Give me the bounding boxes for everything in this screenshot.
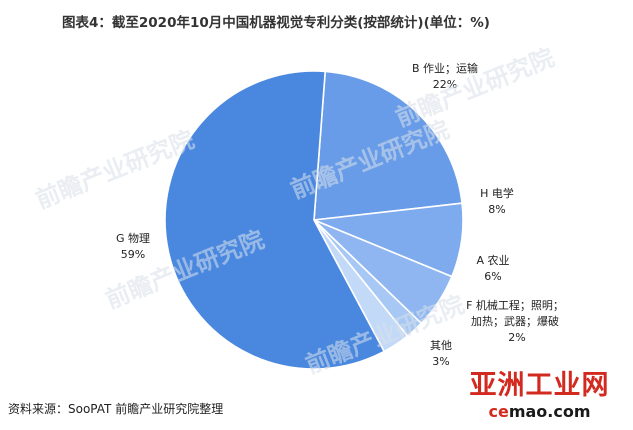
slice-label-h: H 电学 — [480, 186, 514, 200]
slice-label-b: B 作业；运输 — [412, 61, 478, 75]
source-note: 资料来源：SooPAT 前瞻产业研究院整理 — [8, 400, 223, 417]
slice-percent-b: 22% — [433, 78, 457, 91]
slice-percent-h: 8% — [488, 203, 505, 216]
brand-name: 亚洲工业网 — [452, 370, 627, 402]
slice-label-a: A 农业 — [476, 253, 509, 267]
slice-label-g: G 物理 — [116, 231, 150, 245]
slice-percent-other: 3% — [432, 355, 449, 368]
brand-url: cemao.com — [452, 402, 627, 422]
slice-percent-g: 59% — [121, 248, 145, 261]
slice-label-f: F 机械工程；照明； — [466, 298, 564, 312]
slice-label-other: 其他 — [430, 339, 452, 352]
slice-label-f: 加热；武器；爆破 — [471, 314, 559, 328]
slice-percent-f: 2% — [508, 331, 525, 344]
slice-percent-a: 6% — [484, 270, 501, 283]
pie-slice-b — [314, 71, 462, 220]
brand-logo: 亚洲工业网 cemao.com — [452, 370, 627, 422]
